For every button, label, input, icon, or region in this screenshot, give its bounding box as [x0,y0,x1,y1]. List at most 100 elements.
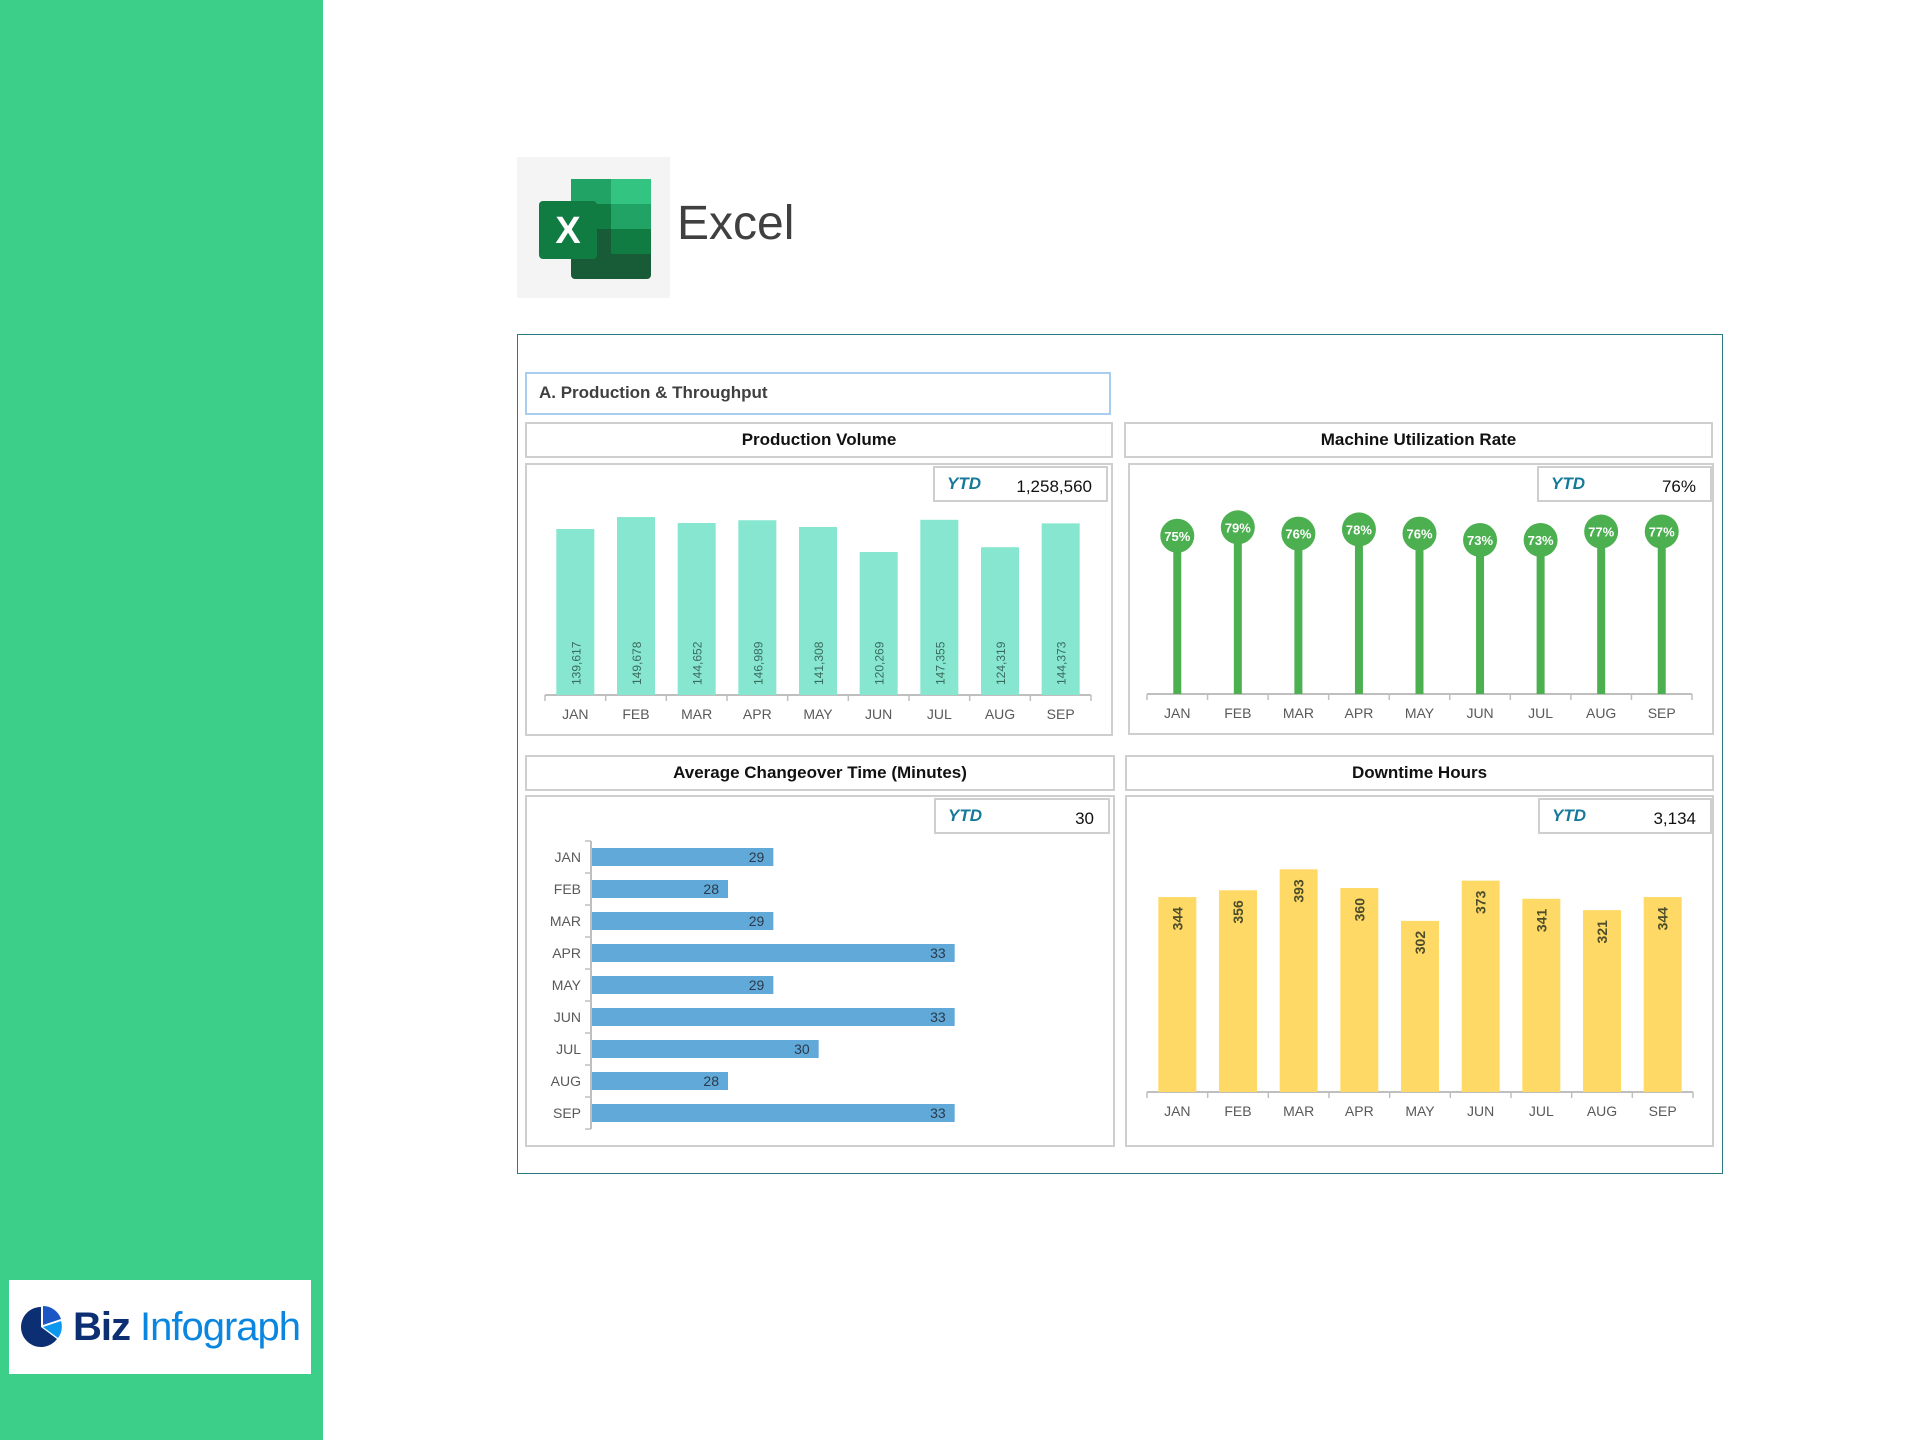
x-tick-label: MAY [1405,1103,1435,1119]
machine-utilization-chart: JAN FEB MAR APR MAY JUN JUL AUG SEP 75% 79% 76% 78% 7… [1128,463,1714,735]
x-tick-label: JAN [1164,705,1190,721]
x-tick-label: JUN [865,706,892,722]
bar [677,523,716,695]
data-label: 124,319 [994,641,1008,685]
bar [592,1072,728,1090]
data-label: 139,617 [569,641,583,685]
data-label: 33 [930,1009,946,1025]
changeover-time-header: Average Changeover Time (Minutes) [525,755,1115,791]
bar [592,944,955,962]
data-label: 73% [1528,533,1554,548]
x-tick-label: SEP [1648,705,1676,721]
downtime-hours-chart: JAN FEB MAR APR MAY JUN JUL AUG SEP 344 356 393 360 3… [1125,795,1714,1147]
bar [1279,869,1318,1092]
sidebar [0,0,323,1440]
data-label: 147,355 [933,641,947,685]
data-label: 79% [1225,520,1251,535]
ytd-box: YTD 30 [934,798,1110,834]
data-label: 360 [1351,898,1367,922]
excel-icon: X [539,179,651,279]
lollipop-dot [1160,518,1195,553]
bar [1340,888,1379,1092]
infograph-word: Infograph [140,1304,301,1349]
bar [859,552,898,695]
data-label: 344 [1169,907,1185,931]
data-label: 141,308 [812,641,826,685]
machine-utilization-header: Machine Utilization Rate [1124,422,1713,458]
downtime-hours-header: Downtime Hours [1125,755,1714,791]
data-label: 146,989 [751,641,765,685]
app-name: Excel [677,197,795,250]
ytd-label: YTD [1551,474,1585,493]
bar [592,1104,955,1122]
x-tick-label: JAN [562,706,588,722]
bar [1522,898,1561,1092]
data-label: 33 [930,945,946,961]
bar [981,547,1019,695]
x-tick-label: FEB [622,706,649,722]
y-tick-label: MAY [552,977,582,993]
data-label: 373 [1473,890,1489,914]
x-tick-label: MAR [681,706,712,722]
x-tick-label: APR [743,706,772,722]
y-tick-label: MAR [550,913,581,929]
data-label: 30 [794,1041,810,1057]
data-label: 78% [1346,522,1372,537]
bar [556,529,595,695]
lollipop-dot [1644,514,1679,549]
ytd-value: 1,258,560 [1016,477,1092,496]
x-tick-label: MAR [1283,705,1314,721]
data-label: 76% [1406,527,1432,542]
x-tick-label: APR [1345,1103,1374,1119]
x-tick-label: JUL [1529,1103,1554,1119]
y-tick-label: APR [552,945,581,961]
ytd-label: YTD [947,474,981,493]
data-label: 29 [749,977,765,993]
data-label: 144,373 [1055,641,1069,685]
data-label: 321 [1594,920,1610,944]
changeover-time-chart: 29 JAN 28 FEB 29 MAR 33 APR 29 MAY 33 JUN 30 JUL 28 AUG… [525,795,1115,1147]
data-label: 77% [1649,525,1675,540]
bar [592,880,728,898]
data-label: 149,678 [630,641,644,685]
y-tick-label: FEB [554,881,581,897]
lollipop-dot [1402,516,1437,551]
ytd-box: YTD 1,258,560 [933,466,1108,502]
ytd-value: 30 [1075,809,1094,828]
bar [1643,897,1682,1092]
pie-chart-icon [21,1306,62,1347]
bar [738,520,777,695]
data-label: 393 [1291,879,1307,903]
y-tick-label: SEP [553,1105,581,1121]
data-label: 75% [1164,529,1190,544]
data-label: 33 [930,1105,946,1121]
bar [1461,880,1500,1092]
lollipop-dot [1281,516,1316,551]
bar [592,1040,819,1058]
x-tick-label: MAR [1283,1103,1314,1119]
ytd-label: YTD [948,806,982,825]
x-tick-label: AUG [1586,705,1616,721]
y-tick-label: JUN [554,1009,581,1025]
production-volume-chart: JAN FEB MAR APR MAY JUN JUL AUG SEP 139,617 149,67… [525,463,1113,736]
y-tick-label: JAN [555,849,581,865]
section-title: A. Production & Throughput [525,372,1111,415]
y-tick-label: JUL [556,1041,581,1057]
bar [1583,910,1621,1092]
svg-text:X: X [555,210,581,252]
data-label: 120,269 [873,641,887,685]
lollipop-dot [1523,522,1558,557]
data-label: 302 [1412,931,1428,955]
x-tick-label: MAY [1405,705,1435,721]
data-label: 29 [749,849,765,865]
x-tick-label: APR [1345,705,1374,721]
bar [592,1008,955,1026]
bar [1158,897,1197,1092]
excel-logo: X [517,157,670,298]
x-tick-label: AUG [1587,1103,1617,1119]
ytd-box: YTD 3,134 [1538,798,1712,834]
lollipop-dot [1584,514,1619,549]
bar [799,527,837,695]
lollipop-dot [1463,522,1498,557]
data-label: 356 [1230,900,1246,924]
